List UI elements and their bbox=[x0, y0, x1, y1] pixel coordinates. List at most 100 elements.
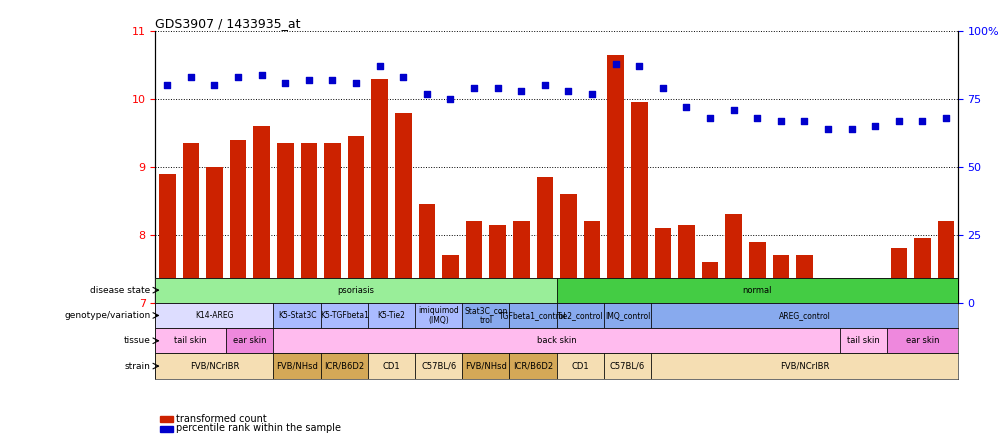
Point bbox=[607, 60, 623, 67]
Text: tissue: tissue bbox=[123, 336, 150, 345]
Point bbox=[701, 115, 717, 122]
Bar bbox=[937, 221, 953, 303]
Text: K14-AREG: K14-AREG bbox=[195, 311, 233, 320]
Text: genotype/variation: genotype/variation bbox=[64, 311, 150, 320]
Bar bbox=[348, 136, 364, 303]
Bar bbox=[866, 279, 883, 303]
Text: C57BL/6: C57BL/6 bbox=[421, 361, 456, 371]
Point bbox=[796, 117, 812, 124]
Bar bbox=[321, 353, 368, 379]
Bar bbox=[677, 225, 694, 303]
Bar bbox=[368, 303, 415, 328]
Text: K5-Tie2: K5-Tie2 bbox=[377, 311, 405, 320]
Point bbox=[442, 95, 458, 103]
Bar bbox=[724, 214, 741, 303]
Bar bbox=[650, 353, 957, 379]
Text: TGFbeta1_control: TGFbeta1_control bbox=[499, 311, 566, 320]
Bar bbox=[395, 113, 411, 303]
Bar bbox=[462, 353, 509, 379]
Text: Tie2_control: Tie2_control bbox=[556, 311, 603, 320]
Point bbox=[395, 74, 411, 81]
Point bbox=[677, 103, 693, 111]
Bar bbox=[512, 221, 529, 303]
Text: back skin: back skin bbox=[536, 336, 576, 345]
Point bbox=[560, 87, 576, 95]
Point bbox=[419, 90, 435, 97]
Bar bbox=[277, 143, 294, 303]
Bar bbox=[556, 303, 603, 328]
Bar bbox=[890, 249, 906, 303]
Bar bbox=[748, 242, 765, 303]
Point bbox=[773, 117, 789, 124]
Point bbox=[630, 63, 646, 70]
Point bbox=[914, 117, 930, 124]
Point bbox=[890, 117, 906, 124]
Bar bbox=[465, 221, 482, 303]
Point bbox=[324, 76, 340, 83]
Text: IMQ_control: IMQ_control bbox=[604, 311, 649, 320]
Text: transformed count: transformed count bbox=[175, 414, 266, 424]
Bar bbox=[560, 194, 576, 303]
Text: FVB/NHsd: FVB/NHsd bbox=[276, 361, 318, 371]
Bar bbox=[796, 255, 812, 303]
Point bbox=[182, 74, 198, 81]
Bar bbox=[843, 289, 859, 303]
Bar bbox=[650, 303, 957, 328]
Bar bbox=[607, 55, 623, 303]
Bar bbox=[274, 303, 321, 328]
Point bbox=[513, 87, 529, 95]
Text: tail skin: tail skin bbox=[174, 336, 207, 345]
Point bbox=[489, 85, 505, 92]
Text: Stat3C_con
trol: Stat3C_con trol bbox=[464, 306, 507, 325]
Text: ear skin: ear skin bbox=[905, 336, 938, 345]
Bar bbox=[226, 328, 274, 353]
Point bbox=[724, 106, 740, 113]
Point bbox=[820, 125, 836, 132]
Point bbox=[867, 123, 883, 130]
Bar bbox=[462, 303, 509, 328]
Text: ICR/B6D2: ICR/B6D2 bbox=[512, 361, 552, 371]
Bar bbox=[556, 278, 957, 303]
Point bbox=[206, 82, 222, 89]
Bar bbox=[368, 353, 415, 379]
Bar bbox=[701, 262, 717, 303]
Point bbox=[277, 79, 293, 86]
Text: K5-Stat3C: K5-Stat3C bbox=[278, 311, 316, 320]
Bar bbox=[819, 293, 836, 303]
Point bbox=[348, 79, 364, 86]
Bar bbox=[182, 143, 199, 303]
Bar bbox=[583, 221, 600, 303]
Text: psoriasis: psoriasis bbox=[338, 285, 374, 295]
Bar bbox=[155, 278, 556, 303]
Bar bbox=[324, 143, 341, 303]
Bar bbox=[886, 328, 957, 353]
Point bbox=[254, 71, 270, 78]
Bar bbox=[654, 228, 670, 303]
Bar bbox=[442, 255, 458, 303]
Bar bbox=[274, 353, 321, 379]
Point bbox=[229, 74, 245, 81]
Text: GDS3907 / 1433935_at: GDS3907 / 1433935_at bbox=[155, 17, 301, 30]
Point bbox=[654, 85, 670, 92]
Text: FVB/NCrIBR: FVB/NCrIBR bbox=[189, 361, 238, 371]
Text: normal: normal bbox=[741, 285, 772, 295]
Bar bbox=[509, 303, 556, 328]
Bar bbox=[536, 177, 552, 303]
Text: FVB/NCrIBR: FVB/NCrIBR bbox=[779, 361, 829, 371]
Bar bbox=[254, 126, 270, 303]
Bar bbox=[839, 328, 886, 353]
Text: CD1: CD1 bbox=[383, 361, 400, 371]
Text: tail skin: tail skin bbox=[847, 336, 879, 345]
Bar bbox=[206, 167, 222, 303]
Point bbox=[583, 90, 599, 97]
Bar bbox=[630, 103, 647, 303]
Bar bbox=[415, 303, 462, 328]
Text: percentile rank within the sample: percentile rank within the sample bbox=[175, 424, 341, 433]
Bar bbox=[556, 353, 603, 379]
Text: ear skin: ear skin bbox=[232, 336, 267, 345]
Bar bbox=[489, 225, 505, 303]
Bar bbox=[301, 143, 317, 303]
Point bbox=[372, 63, 388, 70]
Text: C57BL/6: C57BL/6 bbox=[609, 361, 644, 371]
Text: strain: strain bbox=[124, 361, 150, 371]
